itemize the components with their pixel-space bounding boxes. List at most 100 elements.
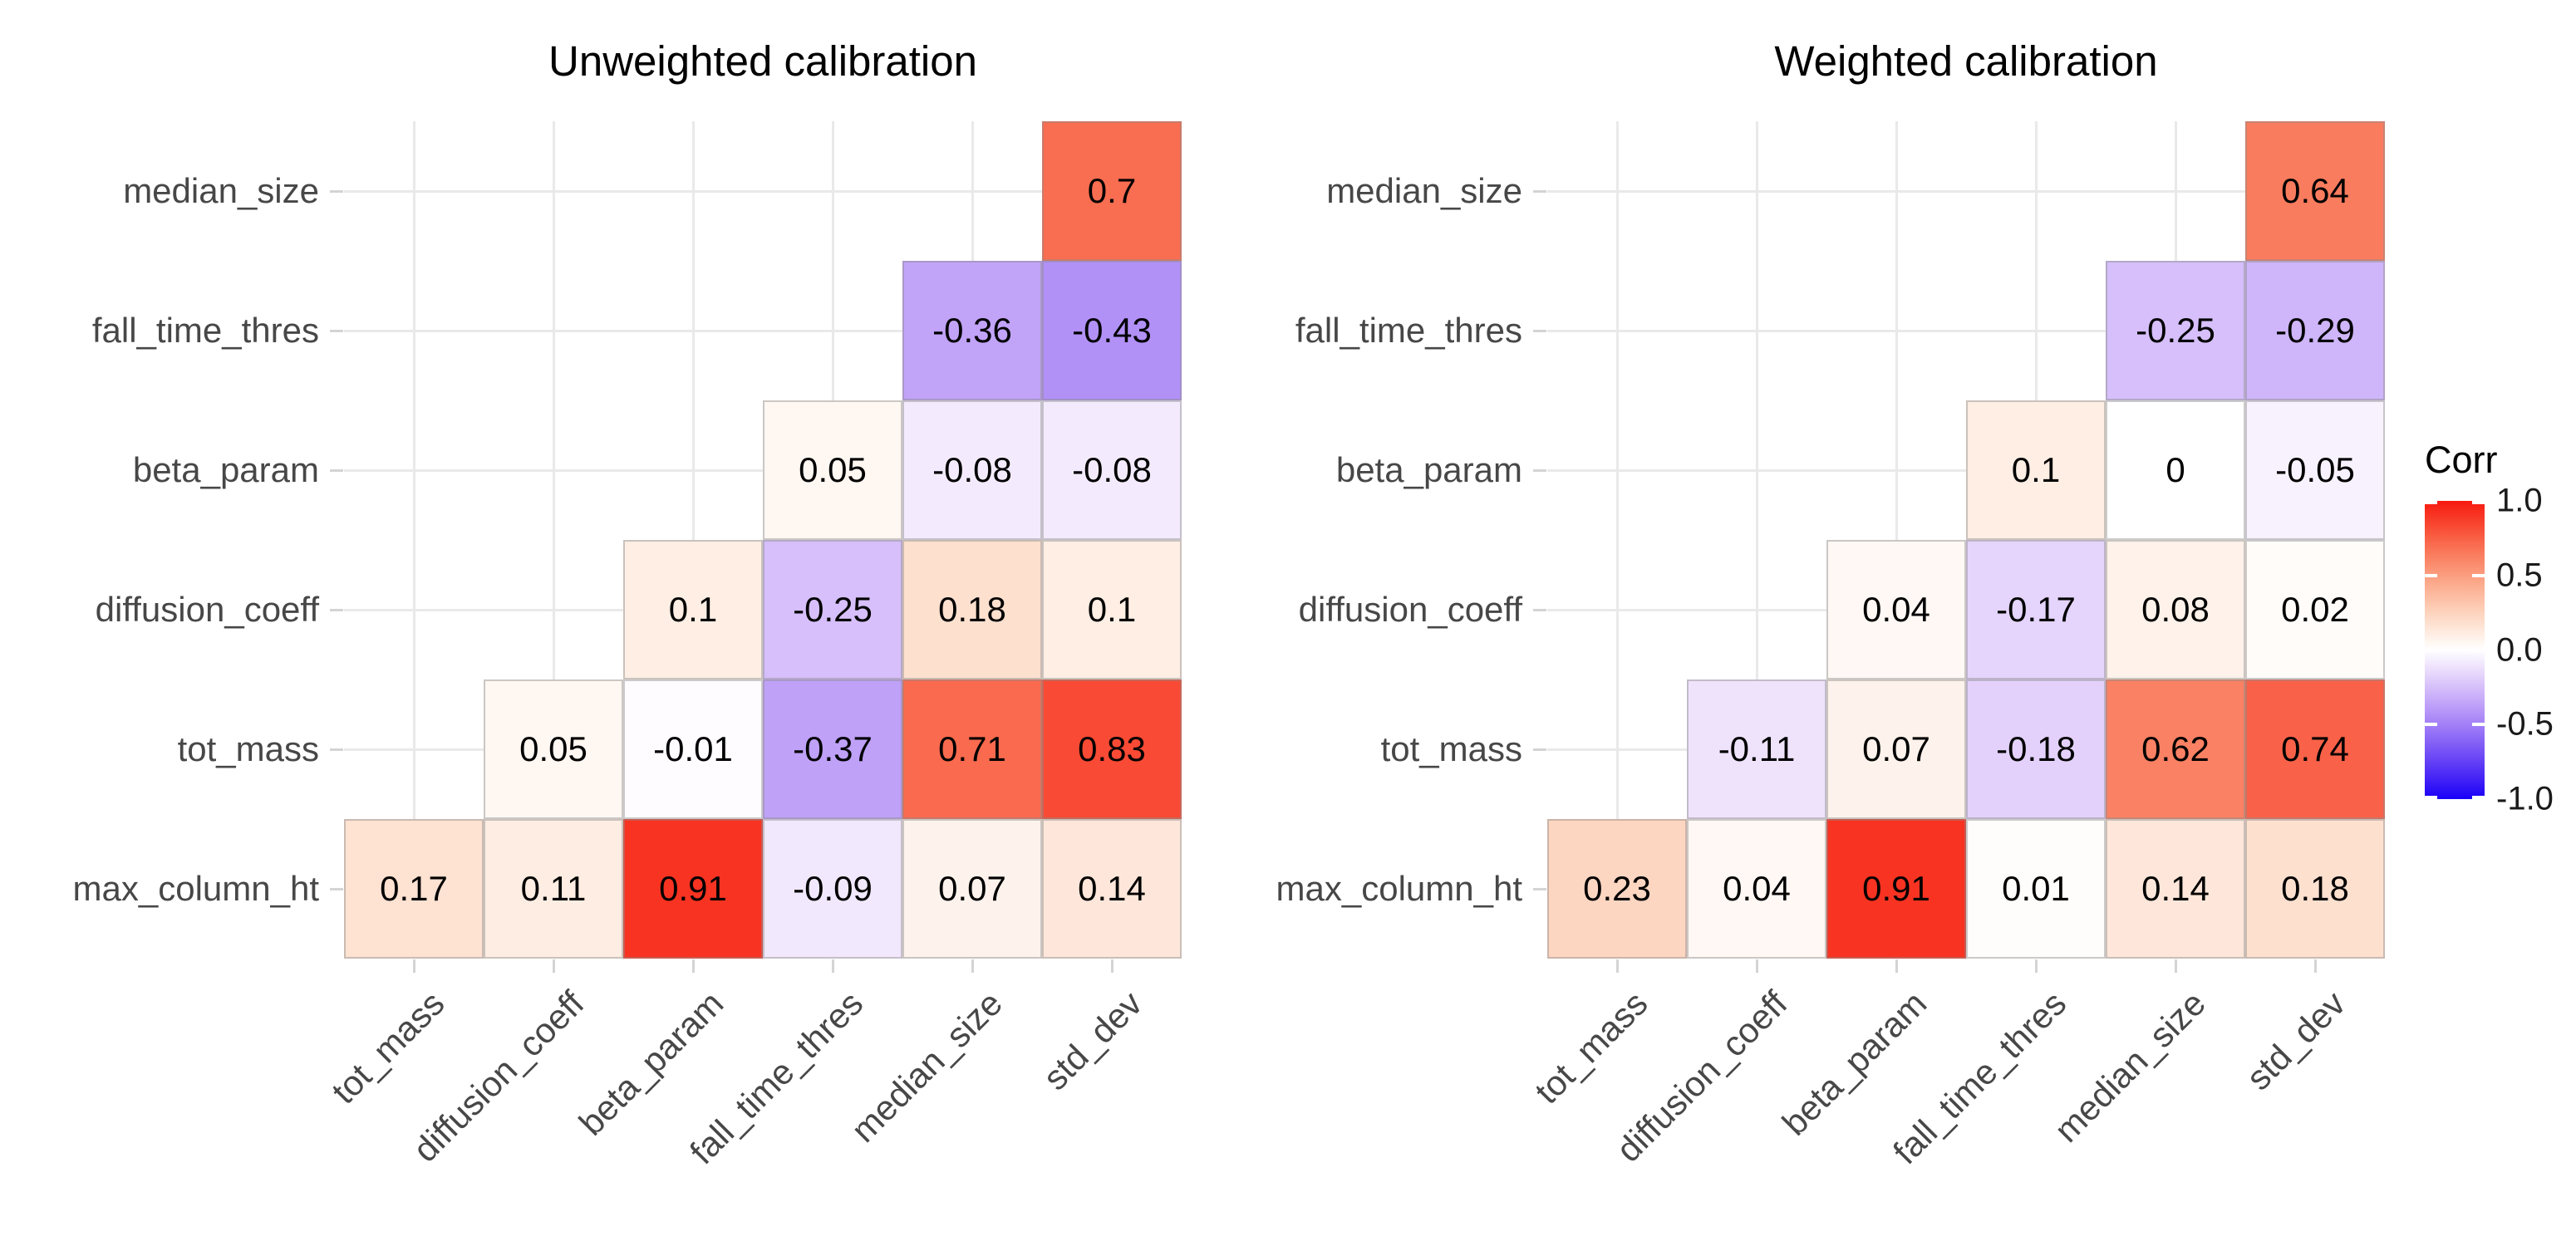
- y-axis-label: beta_param: [132, 450, 319, 489]
- cell-value: -0.18: [1996, 729, 2076, 768]
- corr-cell: 0.64: [2245, 121, 2385, 261]
- y-axis-label: diffusion_coeff: [95, 590, 319, 629]
- gridline-horizontal: [344, 329, 1182, 332]
- cell-value: 0.91: [659, 869, 727, 908]
- corr-cell: 0.11: [484, 819, 623, 959]
- cell-value: 0: [2166, 450, 2185, 489]
- corr-cell: 0.05: [484, 679, 623, 819]
- gridline-vertical: [1755, 121, 1758, 959]
- gridline-horizontal: [344, 189, 1182, 193]
- corr-cell: -0.36: [902, 261, 1042, 400]
- y-axis-label: beta_param: [1335, 450, 1522, 489]
- y-axis-label: tot_mass: [1380, 729, 1522, 768]
- legend-title: Corr: [2425, 439, 2498, 481]
- corr-cell: -0.37: [763, 679, 902, 819]
- cell-value: -0.08: [1072, 450, 1152, 489]
- corr-cell: 0.07: [1826, 679, 1966, 819]
- cell-value: 0.18: [938, 590, 1006, 629]
- gridline-horizontal: [1547, 329, 2385, 332]
- legend-bar-tick-notch: [2472, 648, 2485, 652]
- cell-value: 0.14: [2141, 869, 2210, 908]
- corr-cell: -0.18: [1966, 679, 2106, 819]
- corr-cell: 0.1: [1966, 400, 2106, 540]
- corr-cell: 0.83: [1042, 679, 1182, 819]
- x-axis-tick: [412, 959, 415, 973]
- legend-tick-label: 0.5: [2496, 557, 2543, 594]
- corr-cell: -0.29: [2245, 261, 2385, 400]
- cell-value: 0.14: [1078, 869, 1146, 908]
- cell-value: 0.74: [2281, 729, 2349, 768]
- cell-value: 0.17: [380, 869, 448, 908]
- corr-cell: 0.14: [1042, 819, 1182, 959]
- y-axis-tick: [1533, 189, 1546, 193]
- corr-cell: 0.01: [1966, 819, 2106, 959]
- cell-value: -0.25: [793, 590, 873, 629]
- corr-cell: 0.04: [1687, 819, 1826, 959]
- corr-cell: -0.05: [2245, 400, 2385, 540]
- corr-cell: 0.02: [2245, 540, 2385, 679]
- x-axis-tick: [1615, 959, 1619, 973]
- cell-value: 0.1: [668, 590, 718, 629]
- corr-cell: -0.25: [763, 540, 902, 679]
- legend-bar-tick-notch: [2425, 501, 2437, 504]
- corr-cell: -0.25: [2106, 261, 2245, 400]
- legend-bar-tick-notch: [2425, 648, 2437, 652]
- cell-value: 0.64: [2281, 171, 2349, 210]
- corr-cell: 0.17: [344, 819, 484, 959]
- y-axis-tick: [330, 887, 343, 890]
- y-axis-label: tot_mass: [177, 729, 319, 768]
- panel-title-unweighted: Unweighted calibration: [548, 37, 977, 85]
- corr-cell: -0.08: [902, 400, 1042, 540]
- cell-value: 0.08: [2141, 590, 2210, 629]
- cell-value: 0.04: [1723, 869, 1791, 908]
- y-axis-tick: [330, 608, 343, 611]
- cell-value: -0.25: [2136, 311, 2215, 350]
- corr-cell: -0.08: [1042, 400, 1182, 540]
- legend-tick-label: -0.5: [2496, 705, 2554, 743]
- corr-cell: 0.23: [1547, 819, 1687, 959]
- corr-cell: 0.91: [623, 819, 763, 959]
- cell-value: 0.07: [1862, 729, 1930, 768]
- legend-bar-tick-notch: [2425, 796, 2437, 799]
- cell-value: 0.05: [519, 729, 587, 768]
- corr-cell: -0.11: [1687, 679, 1826, 819]
- x-axis-tick: [1895, 959, 1898, 973]
- cell-value: 0.23: [1583, 869, 1651, 908]
- corr-cell: 0.08: [2106, 540, 2245, 679]
- cell-value: 0.1: [2011, 450, 2061, 489]
- gridline-vertical: [412, 121, 415, 959]
- x-axis-tick: [971, 959, 974, 973]
- corr-cell: 0: [2106, 400, 2245, 540]
- cell-value: -0.37: [793, 729, 873, 768]
- cell-value: -0.05: [2275, 450, 2355, 489]
- cell-value: -0.09: [793, 869, 873, 908]
- corr-cell: 0.74: [2245, 679, 2385, 819]
- corr-cell: 0.07: [902, 819, 1042, 959]
- corr-cell: 0.05: [763, 400, 902, 540]
- gridline-vertical: [552, 121, 555, 959]
- corr-cell: -0.43: [1042, 261, 1182, 400]
- cell-value: -0.43: [1072, 311, 1152, 350]
- y-axis-tick: [1533, 468, 1546, 472]
- corr-cell: 0.1: [1042, 540, 1182, 679]
- y-axis-tick: [1533, 329, 1546, 332]
- x-axis-tick: [831, 959, 834, 973]
- corr-cell: -0.09: [763, 819, 902, 959]
- y-axis-label: max_column_ht: [72, 869, 319, 908]
- x-axis-tick: [1110, 959, 1113, 973]
- y-axis-tick: [1533, 748, 1546, 751]
- legend-bar-tick-notch: [2472, 723, 2485, 727]
- cell-value: 0.18: [2281, 869, 2349, 908]
- cell-value: 0.01: [2002, 869, 2070, 908]
- y-axis-label: max_column_ht: [1276, 869, 1522, 908]
- corr-cell: 0.14: [2106, 819, 2245, 959]
- y-axis-tick: [330, 329, 343, 332]
- cell-value: 0.04: [1862, 590, 1930, 629]
- corr-cell: 0.18: [2245, 819, 2385, 959]
- cell-value: -0.29: [2275, 311, 2355, 350]
- cell-value: 0.07: [938, 869, 1006, 908]
- gridline-vertical: [1615, 121, 1619, 959]
